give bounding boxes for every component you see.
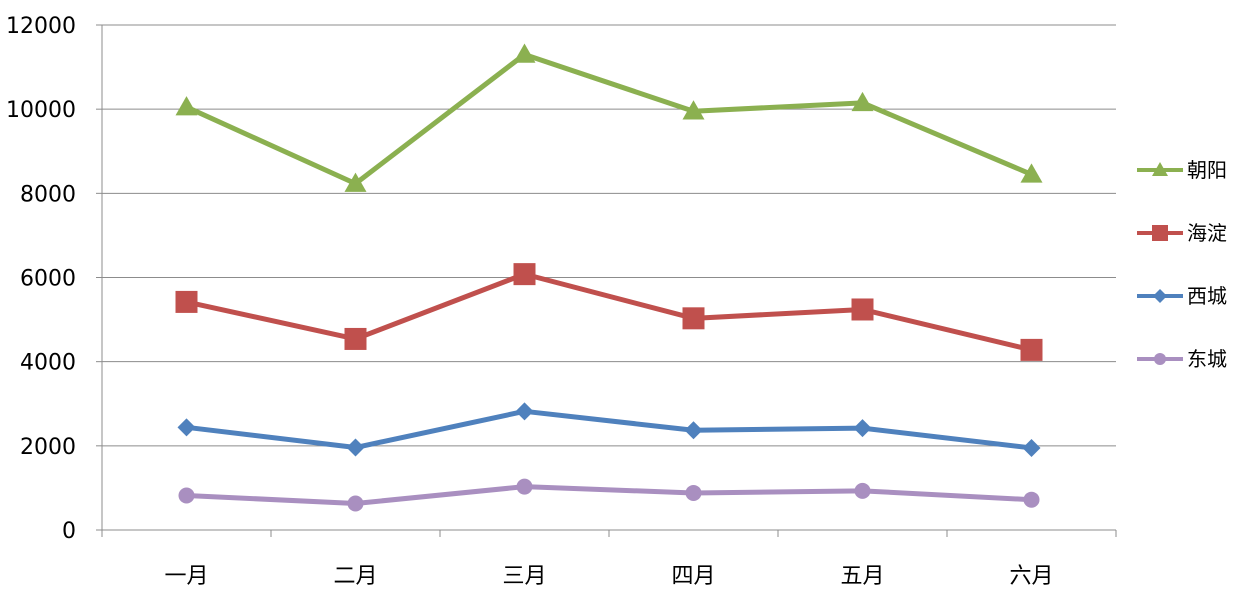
legend-label: 东城	[1187, 347, 1227, 371]
y-tick-label: 4000	[20, 351, 76, 376]
data-point	[516, 478, 533, 495]
y-tick-label: 2000	[20, 435, 76, 460]
data-point	[515, 402, 534, 421]
series-2	[177, 402, 1041, 457]
data-point	[178, 487, 195, 504]
series-1	[175, 263, 1043, 361]
legend-label: 西城	[1187, 284, 1227, 308]
x-tick-label: 六月	[1009, 564, 1053, 589]
x-axis-ticks: 一月 二月 三月 四月 五月 六月	[101, 530, 1117, 589]
x-tick-label: 四月	[671, 564, 715, 589]
x-tick-label: 五月	[840, 564, 884, 589]
data-point	[682, 100, 705, 120]
series-group	[175, 43, 1043, 512]
legend-marker	[1152, 225, 1168, 241]
data-point	[1020, 163, 1043, 183]
legend-label: 海淀	[1187, 221, 1227, 245]
legend-marker	[1152, 162, 1168, 176]
data-point	[175, 290, 198, 313]
legend-item: 东城	[1137, 347, 1227, 371]
y-tick-label: 8000	[20, 182, 76, 207]
data-point	[853, 419, 872, 438]
series-line	[184, 51, 1034, 187]
series-3	[178, 478, 1040, 512]
data-point	[177, 418, 196, 437]
y-tick-label: 10000	[6, 98, 76, 123]
legend-item: 西城	[1137, 284, 1227, 308]
x-tick-label: 二月	[333, 564, 377, 589]
gridlines	[102, 24, 1116, 447]
legend-item: 朝阳	[1137, 158, 1227, 182]
legend-item: 海淀	[1137, 221, 1227, 245]
data-point	[854, 482, 871, 499]
legend-marker	[1153, 289, 1167, 303]
data-point	[851, 91, 874, 112]
x-tick-label: 一月	[164, 564, 208, 589]
data-point	[175, 96, 198, 116]
data-point	[344, 172, 367, 192]
y-tick-label: 0	[62, 519, 76, 544]
data-point	[513, 263, 536, 286]
series-line	[184, 484, 1034, 506]
series-line	[184, 408, 1034, 451]
series-0	[175, 43, 1043, 192]
y-tick-label: 12000	[6, 14, 76, 39]
data-point	[851, 298, 874, 321]
y-tick-label: 6000	[20, 267, 76, 292]
data-point	[1022, 438, 1041, 457]
y-axis-ticks: 0 2000 4000 6000 8000 10000 12000	[6, 14, 102, 544]
series-line	[184, 271, 1034, 353]
data-point	[684, 421, 703, 440]
legend-label: 朝阳	[1187, 158, 1227, 182]
data-point	[346, 438, 365, 457]
data-point	[344, 327, 367, 350]
data-point	[1023, 491, 1040, 508]
x-tick-label: 三月	[502, 564, 546, 589]
data-point	[685, 484, 702, 501]
data-point	[682, 307, 705, 330]
data-point	[347, 495, 364, 512]
data-point	[513, 43, 536, 63]
data-point	[1020, 338, 1043, 361]
legend-marker	[1154, 353, 1166, 365]
